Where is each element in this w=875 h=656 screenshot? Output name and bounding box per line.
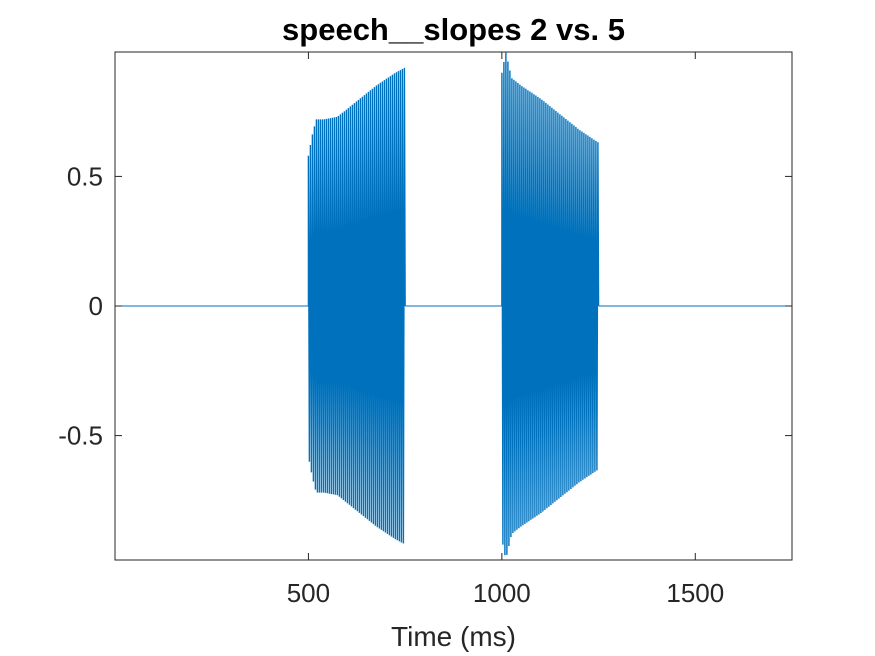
axis-ticks: 500 1000 1500 -0.5 0 0.5 xyxy=(58,52,792,608)
waveform-burst-segment xyxy=(307,67,406,544)
y-tick-label: 0.5 xyxy=(67,161,103,191)
x-tick-label: 500 xyxy=(287,578,330,608)
x-tick-label: 1500 xyxy=(666,578,724,608)
waveform-series xyxy=(115,52,792,556)
y-tick-label: 0 xyxy=(89,291,103,321)
chart-title: speech__slopes 2 vs. 5 xyxy=(282,12,625,47)
waveform-burst-segment xyxy=(501,52,600,556)
x-axis-label: Time (ms) xyxy=(391,621,516,652)
x-tick-label: 1000 xyxy=(473,578,531,608)
y-tick-label: -0.5 xyxy=(58,421,103,451)
